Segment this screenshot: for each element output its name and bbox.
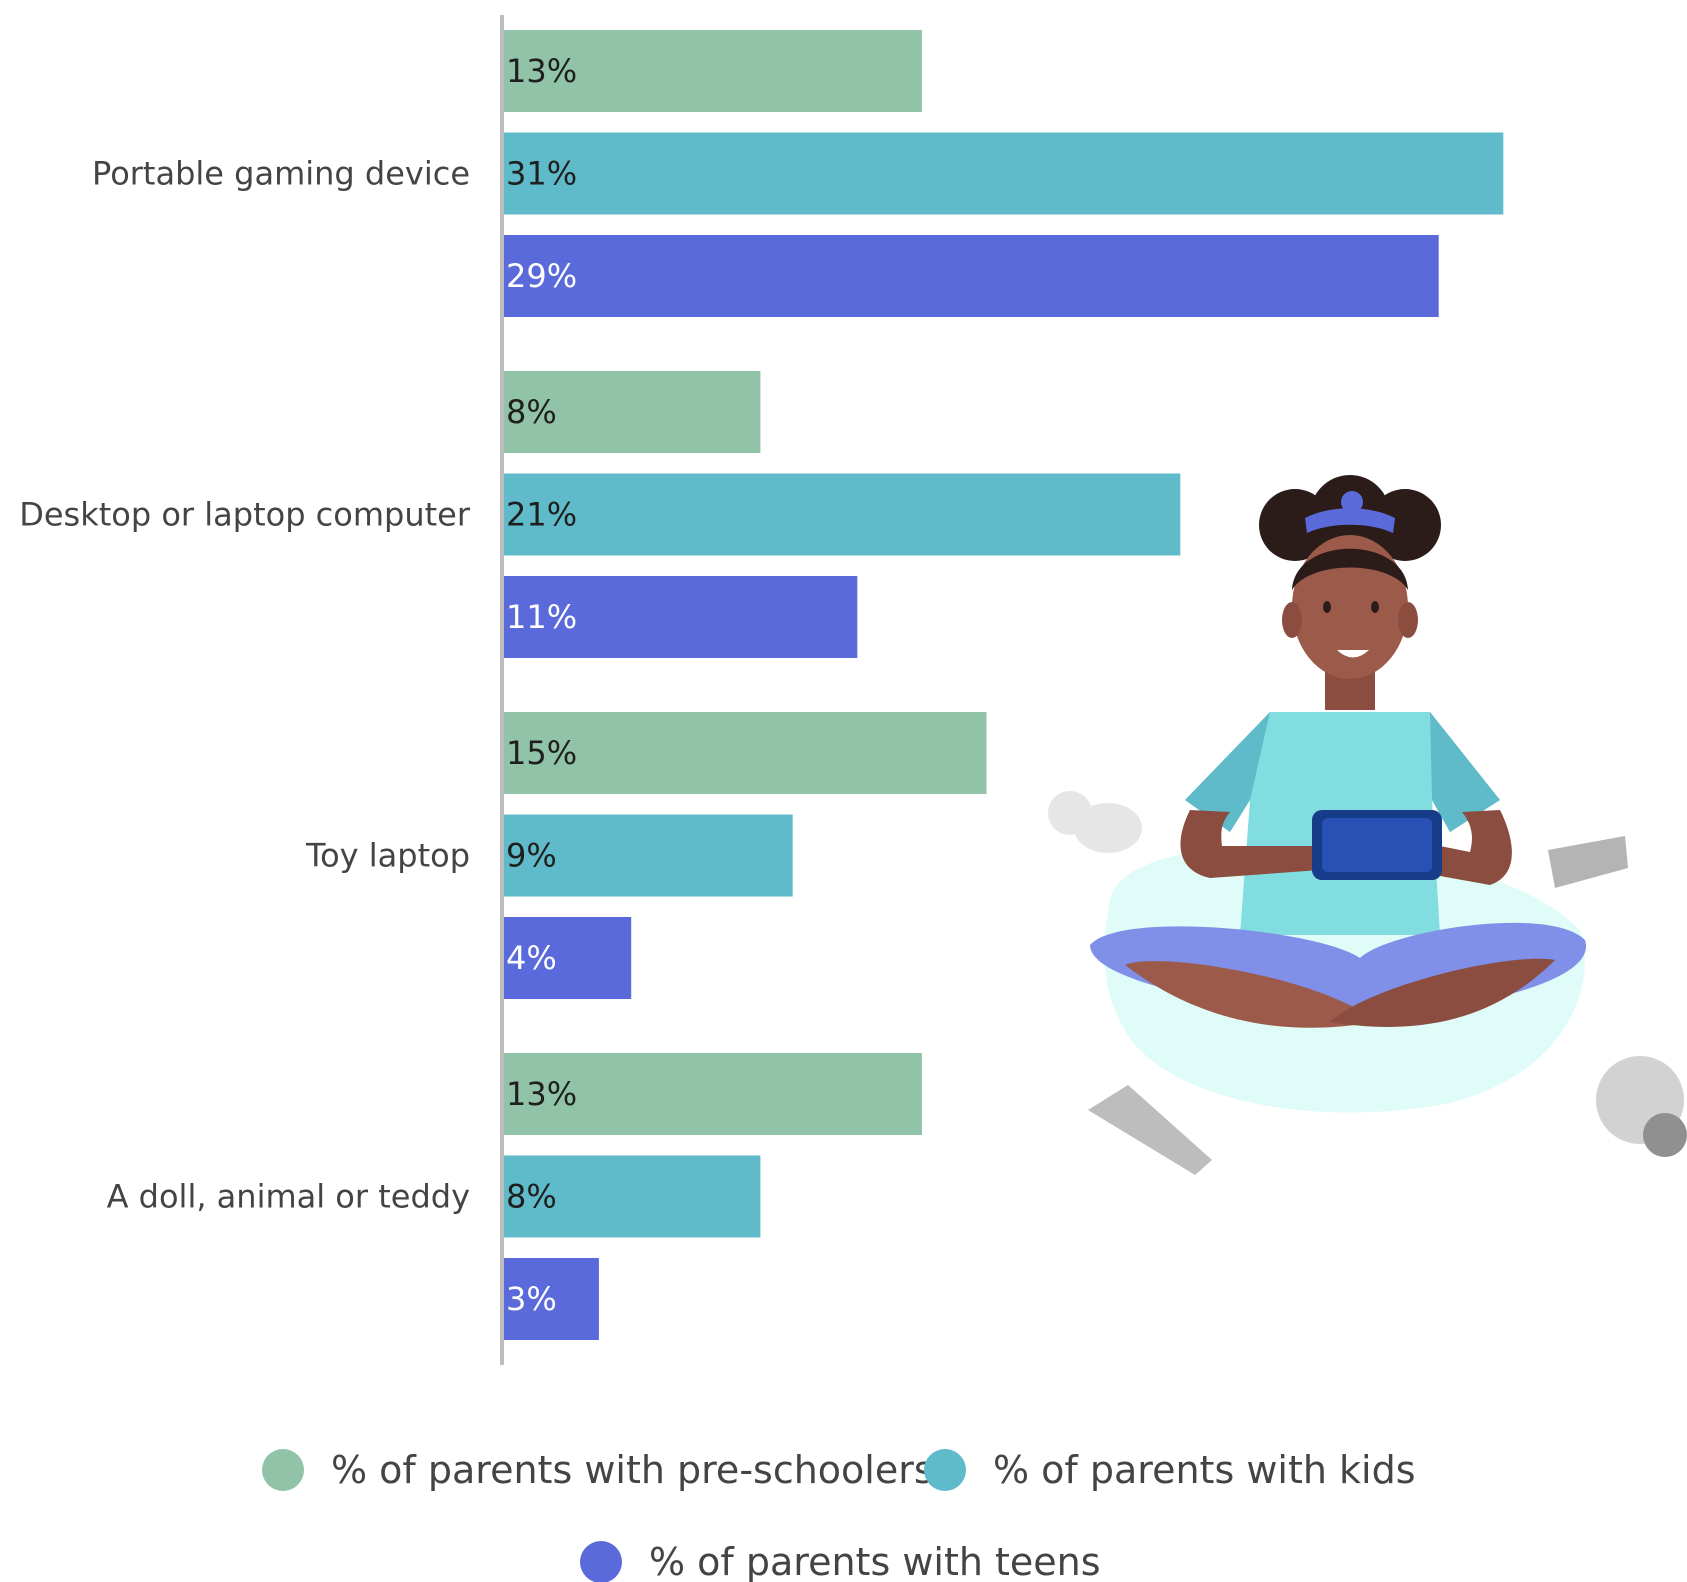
legend-swatch [924,1449,966,1491]
girl-with-game-controller-illustration [1048,475,1687,1175]
bar-3-3 [502,917,632,999]
category-label: Desktop or laptop computer [19,496,471,534]
legend-label: % of parents with kids [993,1448,1416,1492]
bar-value-label: 11% [506,598,577,636]
bar-value-label: 13% [506,1075,577,1113]
bar-value-label: 15% [506,734,577,772]
bar-3-1 [502,235,1439,317]
bar-2-1 [502,132,1504,215]
bar-value-label: 9% [506,837,557,875]
bar-value-label: 3% [506,1280,557,1318]
bar-1-4 [502,1053,922,1135]
legend-swatch [580,1541,622,1582]
bar-3-2 [502,576,858,658]
bar-1-3 [502,712,987,794]
bar-1-1 [502,30,922,112]
bars: 13% 31% 29% 8% 21% 11% 15% 9% 4% 13% 8% 3% [502,30,1504,1340]
category-labels: Portable gaming device Desktop or laptop … [19,155,471,1216]
bar-value-label: 4% [506,939,557,977]
bar-1-2 [502,371,761,453]
bar-value-label: 13% [506,52,577,90]
bar-value-label: 21% [506,496,577,534]
legend-label: % of parents with teens [649,1540,1101,1582]
legend-swatch [262,1449,304,1491]
legend-label: % of parents with pre-schoolers [331,1448,934,1492]
bar-2-2 [502,473,1181,556]
category-label: Toy laptop [305,837,470,875]
bar-value-label: 8% [506,1178,557,1216]
bar-2-4 [502,1155,761,1238]
bar-3-4 [502,1258,599,1340]
category-label: A doll, animal or teddy [107,1178,470,1216]
bar-value-label: 31% [506,155,577,193]
bar-2-3 [502,814,793,897]
category-label: Portable gaming device [92,155,470,193]
bar-value-label: 29% [506,257,577,295]
bar-value-label: 8% [506,393,557,431]
legend: % of parents with pre-schoolers % of pare… [262,1448,1416,1582]
